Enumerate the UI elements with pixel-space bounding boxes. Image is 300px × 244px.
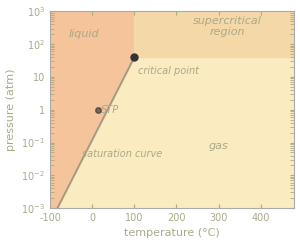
Y-axis label: pressure (atm): pressure (atm): [6, 69, 16, 151]
Text: saturation curve: saturation curve: [82, 149, 162, 159]
Text: critical point: critical point: [138, 66, 199, 76]
X-axis label: temperature (°C): temperature (°C): [124, 228, 220, 238]
Text: STP: STP: [101, 105, 119, 115]
Text: liquid: liquid: [69, 29, 100, 39]
Text: gas: gas: [209, 141, 228, 151]
Text: supercritical
region: supercritical region: [193, 16, 261, 37]
